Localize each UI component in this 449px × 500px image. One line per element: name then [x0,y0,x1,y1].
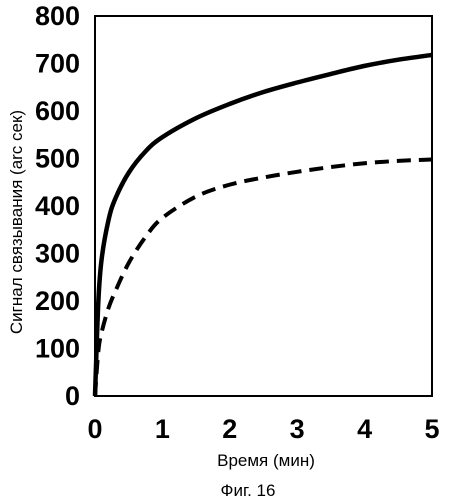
series-line-solid [95,55,432,396]
y-tick-label: 500 [35,144,80,174]
y-tick-label: 300 [35,239,80,269]
y-tick-labels: 0 100 200 300 400 500 600 700 800 [35,1,80,411]
x-tick-label: 2 [222,414,237,444]
x-tick-label: 1 [155,414,170,444]
x-tick-labels: 0 1 2 3 4 5 [87,414,439,444]
x-tick-label: 4 [357,414,372,444]
figure-caption: Фиг. 16 [221,481,276,500]
y-tick-label: 100 [35,334,80,364]
series-group [95,55,432,396]
y-tick-label: 200 [35,286,80,316]
y-tick-label: 600 [35,96,80,126]
y-axis-label: Сигнал связывания (arc сек) [7,110,26,334]
y-tick-label: 800 [35,1,80,31]
x-tick-label: 5 [424,414,439,444]
y-tick-label: 0 [65,381,80,411]
y-tick-label: 400 [35,191,80,221]
plot-frame [95,16,432,396]
y-tick-label: 700 [35,49,80,79]
x-tick-label: 3 [290,414,305,444]
x-tick-label: 0 [87,414,102,444]
series-line-dashed [95,159,432,396]
x-axis-label: Время (мин) [217,451,315,470]
